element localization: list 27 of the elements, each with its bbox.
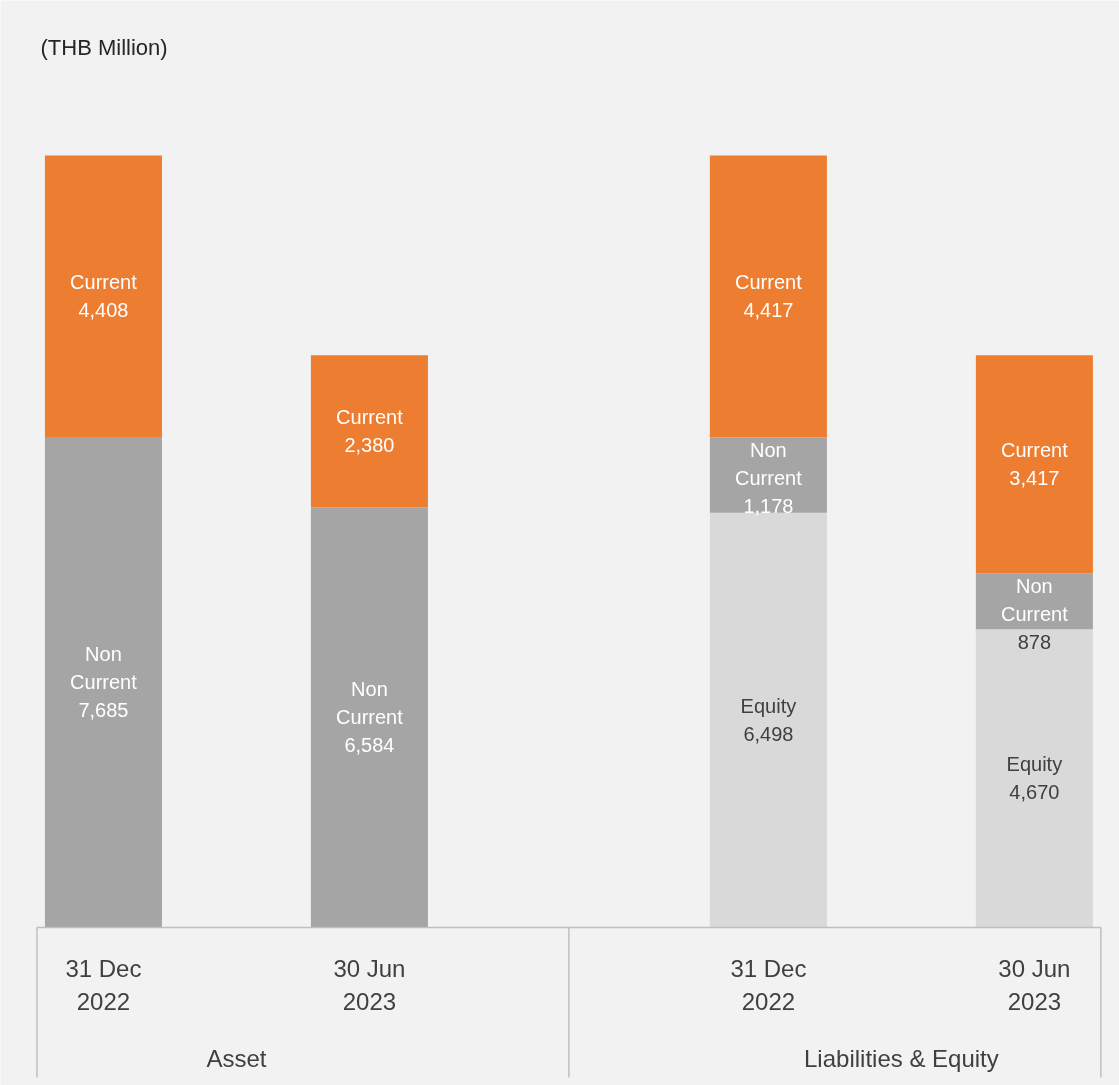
- text: Current: [1001, 439, 1068, 462]
- text: Current: [336, 406, 403, 429]
- text: Non Current: [70, 643, 137, 694]
- series-label: Non Current: [735, 439, 803, 490]
- data-label: 4,670: [1009, 781, 1060, 804]
- x-tick-label: 31 Dec 2022: [730, 955, 807, 1015]
- data-label: 6,498: [743, 723, 794, 746]
- text: Non Current: [1001, 575, 1068, 626]
- series-label: Current: [735, 271, 803, 294]
- data-label: 2,380: [344, 434, 395, 457]
- data-label: 7,685: [78, 699, 129, 722]
- series-label: Equity: [1006, 753, 1063, 776]
- data-label: 1,178: [743, 495, 794, 518]
- data-label: 6,584: [344, 734, 395, 757]
- x-tick-label: 31 Dec 2022: [65, 955, 142, 1015]
- chart-title: (THB Million): [40, 35, 168, 60]
- data-label: 4,408: [78, 299, 129, 322]
- data-label: 878: [1017, 631, 1052, 654]
- text: Asset: [206, 1045, 267, 1072]
- text: Liabilities & Equity: [804, 1045, 999, 1072]
- x-tick-label: 30 Jun 2023: [333, 955, 406, 1015]
- text: Current: [70, 271, 137, 294]
- text: Equity: [740, 695, 797, 718]
- data-label: 4,417: [743, 299, 794, 322]
- data-label: 3,417: [1009, 467, 1060, 490]
- x-tick-label: 30 Jun 2023: [998, 955, 1071, 1015]
- text: Non Current: [336, 678, 403, 729]
